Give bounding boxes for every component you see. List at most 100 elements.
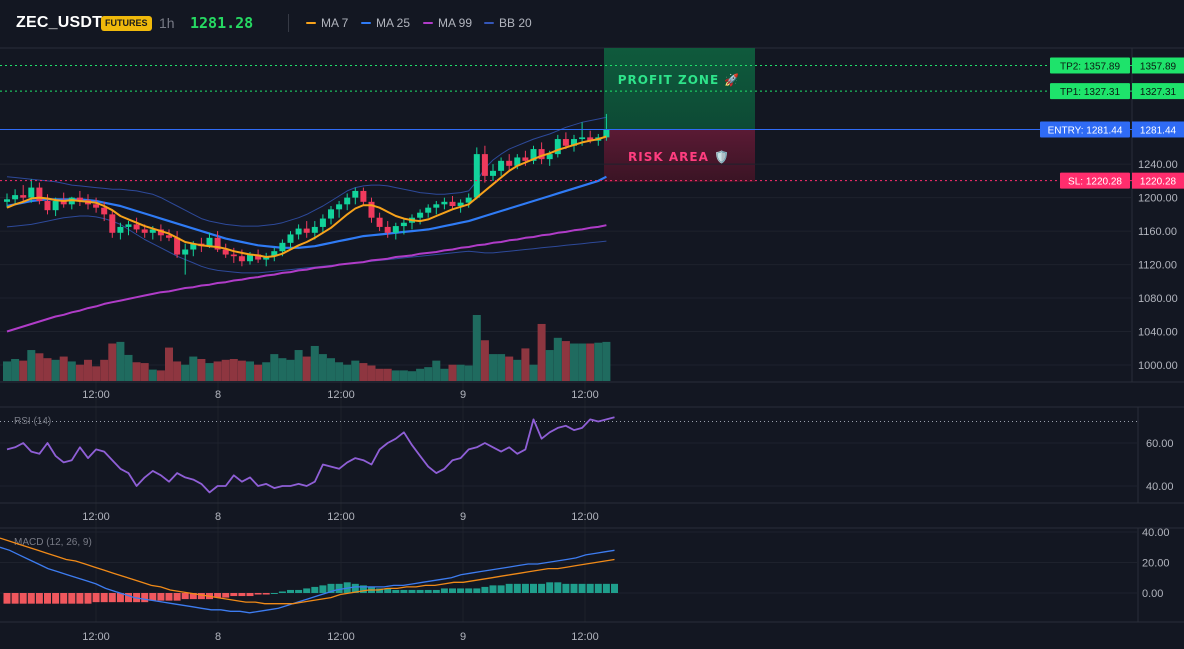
volume-bar bbox=[480, 340, 489, 381]
candle-body bbox=[384, 226, 391, 233]
volume-bar bbox=[529, 364, 538, 381]
candle-body bbox=[238, 256, 245, 262]
candle-body bbox=[157, 229, 164, 236]
volume-bar bbox=[213, 361, 222, 381]
candle-body bbox=[271, 251, 278, 257]
candle-body bbox=[279, 242, 286, 252]
volume-bar bbox=[286, 359, 295, 381]
macd-histogram-bar bbox=[19, 593, 27, 604]
macd-histogram-bar bbox=[327, 583, 335, 593]
macd-histogram-bar bbox=[141, 593, 149, 603]
entry-tag bbox=[1040, 121, 1130, 138]
volume-bar bbox=[148, 369, 157, 381]
macd-histogram-bar bbox=[60, 593, 68, 604]
candle-body bbox=[295, 228, 302, 235]
tp2-tag-label: TP2: 1357.89 bbox=[1060, 62, 1120, 73]
macd-histogram-bar bbox=[270, 593, 278, 594]
macd-histogram-bar bbox=[3, 593, 11, 604]
macd-histogram-bar bbox=[295, 589, 303, 593]
volume-bar bbox=[35, 353, 44, 381]
volume-bar bbox=[464, 365, 473, 381]
candle-body bbox=[465, 197, 472, 203]
candle-body bbox=[255, 254, 262, 260]
macd-histogram-bar bbox=[392, 589, 400, 593]
macd-histogram-bar bbox=[246, 593, 254, 597]
volume-bar bbox=[327, 358, 335, 381]
volume-bar bbox=[537, 323, 546, 381]
volume-bar bbox=[254, 364, 263, 381]
candle-body bbox=[554, 139, 561, 155]
macd-histogram-bar bbox=[311, 586, 319, 593]
macd-histogram-bar bbox=[538, 583, 546, 593]
tp2-price-tag bbox=[1132, 57, 1184, 74]
volume-bar bbox=[100, 359, 109, 381]
candle-body bbox=[368, 201, 375, 218]
macd-histogram-bar bbox=[287, 589, 294, 593]
macd-histogram-bar bbox=[44, 593, 51, 604]
macd-histogram-bar bbox=[222, 593, 230, 598]
volume-bar bbox=[43, 358, 52, 381]
last-price: 1281.28 bbox=[190, 14, 254, 32]
tp1-tag bbox=[1050, 83, 1130, 100]
symbol-title[interactable]: ZEC_USDT bbox=[16, 14, 103, 31]
candle-body bbox=[311, 226, 318, 233]
volume-bar bbox=[416, 368, 425, 381]
macd-histogram-bar bbox=[108, 593, 116, 603]
candle-body bbox=[4, 199, 10, 202]
macd-histogram-bar bbox=[92, 593, 100, 603]
candle-body bbox=[530, 149, 537, 161]
candle-body bbox=[222, 249, 229, 255]
tp1-tag-label: TP1: 1327.31 bbox=[1060, 87, 1120, 98]
candle-body bbox=[481, 154, 488, 176]
sl-tag-label: SL: 1220.28 bbox=[1068, 177, 1122, 188]
time-tick-label: 12:00 bbox=[327, 511, 355, 523]
bb-lower-line bbox=[6, 215, 607, 274]
line-swatch-icon bbox=[423, 22, 433, 24]
risk-zone-label: RISK AREA 🛡️ bbox=[628, 150, 730, 164]
volume-bar bbox=[278, 358, 287, 381]
macd-histogram-bar bbox=[578, 583, 586, 593]
time-tick-label: 8 bbox=[215, 511, 221, 523]
macd-histogram-bar bbox=[35, 593, 43, 604]
macd-histogram-bar bbox=[173, 593, 181, 601]
legend-ma99[interactable]: MA 99 bbox=[423, 16, 472, 30]
legend-ma25[interactable]: MA 25 bbox=[361, 16, 410, 30]
price-tick-label: 1120.00 bbox=[1138, 260, 1177, 272]
volume-bar bbox=[424, 367, 433, 381]
candle-body bbox=[141, 229, 148, 233]
rsi-tick-label: 60.00 bbox=[1146, 438, 1174, 450]
timeframe-label[interactable]: 1h bbox=[159, 15, 175, 31]
candle-body bbox=[214, 237, 221, 250]
risk-zone bbox=[604, 130, 755, 182]
candle-body bbox=[101, 207, 108, 215]
macd-histogram-bar bbox=[351, 583, 359, 593]
volume-bar bbox=[229, 359, 238, 381]
candle-body bbox=[133, 224, 140, 230]
macd-histogram-bar bbox=[214, 593, 222, 598]
price-tick-label: 1160.00 bbox=[1138, 226, 1177, 238]
volume-bar bbox=[132, 362, 141, 381]
macd-histogram-bar bbox=[11, 593, 19, 604]
candle-body bbox=[206, 237, 213, 247]
volume-bar bbox=[408, 371, 416, 381]
macd-histogram-bar bbox=[157, 593, 165, 601]
macd-histogram-bar bbox=[262, 593, 270, 595]
header-divider bbox=[288, 14, 289, 32]
candle-body bbox=[182, 249, 189, 255]
time-tick-label: 12:00 bbox=[571, 389, 599, 401]
candle-body bbox=[441, 201, 448, 205]
price-tick-label: 1240.00 bbox=[1138, 159, 1178, 171]
macd-histogram-bar bbox=[254, 593, 262, 595]
macd-histogram-bar bbox=[376, 588, 384, 593]
entry-price-tag bbox=[1132, 121, 1184, 138]
rsi-line bbox=[6, 416, 615, 494]
volume-bar bbox=[489, 354, 497, 381]
legend-bb20[interactable]: BB 20 bbox=[484, 16, 532, 30]
volume-bar bbox=[92, 366, 101, 381]
volume-bar bbox=[570, 343, 578, 381]
macd-histogram-bar bbox=[562, 583, 570, 593]
candle-body bbox=[522, 157, 529, 161]
legend-ma7[interactable]: MA 7 bbox=[306, 16, 348, 30]
macd-line bbox=[0, 546, 615, 614]
